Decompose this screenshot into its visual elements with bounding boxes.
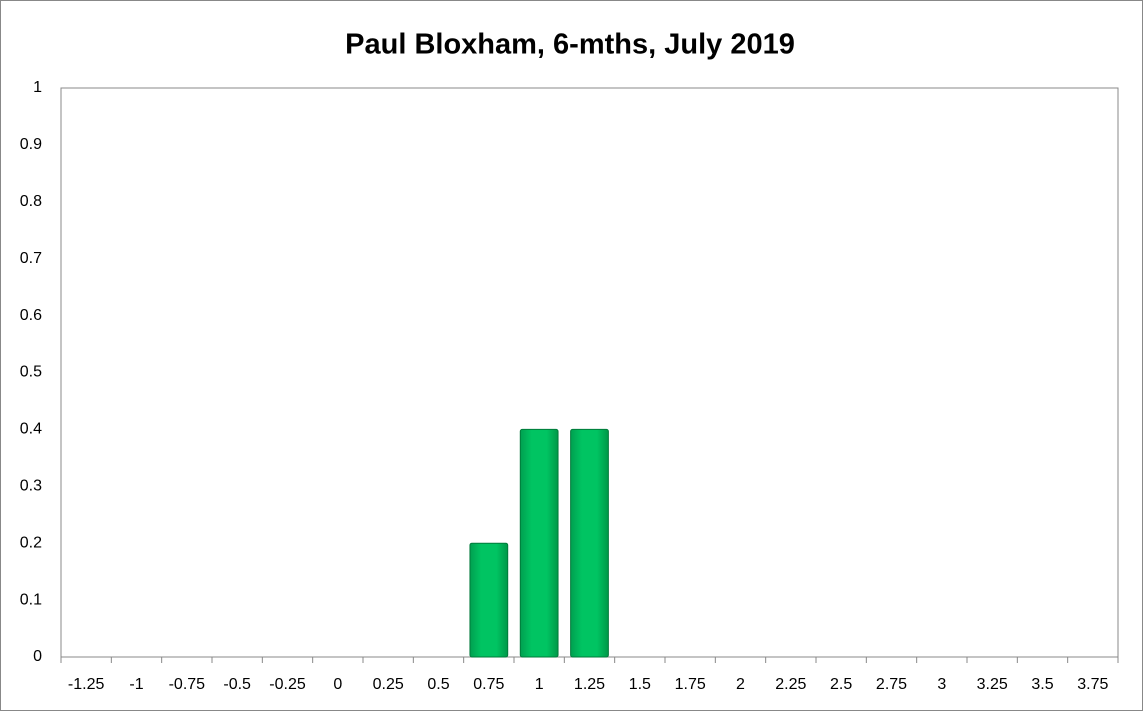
y-tick-label: 0 (33, 648, 42, 665)
x-tick-label: 0.75 (473, 676, 504, 693)
y-tick-label: 0.4 (20, 421, 42, 438)
x-tick-label: -1.25 (68, 676, 105, 693)
x-tick-label: 2.25 (775, 676, 806, 693)
x-tick-label: 1.75 (675, 676, 706, 693)
x-tick-label: 2.75 (876, 676, 907, 693)
x-tick-label: 0.25 (373, 676, 404, 693)
x-tick-label: 2.5 (830, 676, 852, 693)
y-tick-label: 0.2 (20, 534, 42, 551)
bar (570, 428, 609, 658)
x-tick-label: -1 (129, 676, 143, 693)
x-tick-label: 3.25 (977, 676, 1008, 693)
y-tick-label: 0.1 (20, 591, 42, 608)
x-tick-label: 3.5 (1031, 676, 1053, 693)
x-tick-label: 2 (736, 676, 745, 693)
x-tick-label: 0 (333, 676, 342, 693)
x-tick-label: 3 (937, 676, 946, 693)
chart-title: Paul Bloxham, 6-mths, July 2019 (345, 29, 795, 61)
y-tick-label: 0.5 (20, 364, 42, 381)
y-tick-label: 0.8 (20, 193, 42, 210)
x-tick-label: -0.75 (169, 676, 206, 693)
x-tick-label: 0.5 (427, 676, 449, 693)
x-tick-label: -0.5 (223, 676, 251, 693)
x-tick-label: 3.75 (1077, 676, 1108, 693)
bar (519, 428, 559, 658)
x-tick-label: -0.25 (269, 676, 306, 693)
y-tick-label: 0.7 (20, 250, 42, 267)
x-tick-label: 1.5 (629, 676, 651, 693)
x-tick-label: 1.25 (574, 676, 605, 693)
y-tick-label: 0.3 (20, 478, 42, 495)
y-tick-label: 1 (33, 79, 42, 96)
y-tick-label: 0.9 (20, 136, 42, 153)
x-tick-label: 1 (535, 676, 544, 693)
bar (469, 542, 509, 658)
y-tick-label: 0.6 (20, 307, 42, 324)
